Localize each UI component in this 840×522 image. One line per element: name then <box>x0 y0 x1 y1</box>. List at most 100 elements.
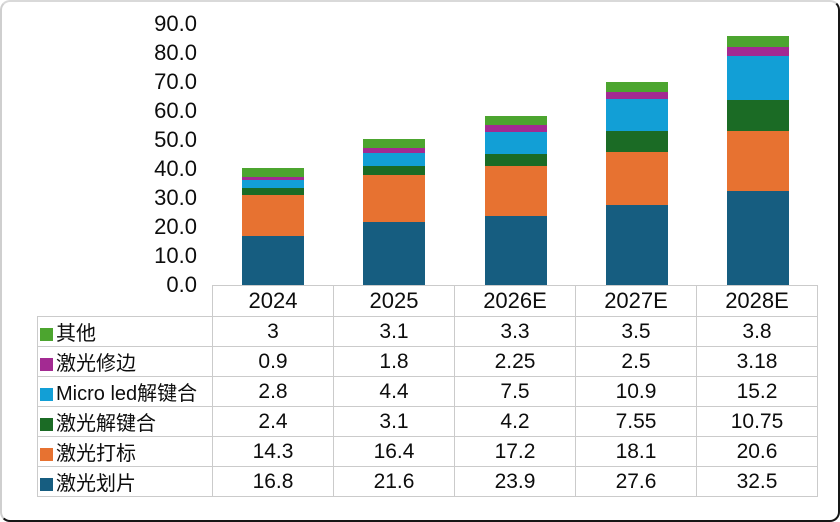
bar-segment-激光解键合 <box>241 187 304 195</box>
bar-segment-激光解键合 <box>727 99 790 132</box>
y-axis-tick-label: 60.0 <box>154 98 197 123</box>
bar-segment-Micro led解键合 <box>605 99 668 131</box>
legend-swatch-icon <box>40 328 53 341</box>
series-label: 激光划片 <box>56 473 136 495</box>
legend-swatch-icon <box>40 478 53 491</box>
y-axis-tick-label: 20.0 <box>154 214 197 239</box>
bar-segment-Micro led解键合 <box>241 179 304 188</box>
value-cell: 4.2 <box>454 406 576 437</box>
value-cell: 17.2 <box>454 436 576 467</box>
bar-segment-激光划片 <box>241 236 304 285</box>
bar-segment-激光解键合 <box>484 153 547 166</box>
table-header-row: 2024 2025 2026E 2027E 2028E <box>38 285 818 317</box>
bar-segment-激光打标 <box>727 131 790 191</box>
table-body: 其他 3 3.1 3.3 3.5 3.8 激光修边 0.9 1.8 2.25 2.5 3.18 Micr… <box>37 316 818 497</box>
bar-segment-其他 <box>605 81 668 92</box>
value-cell: 3 <box>212 316 334 347</box>
bar-segment-激光打标 <box>605 152 668 205</box>
value-cell: 27.6 <box>575 466 697 497</box>
year-header-cell: 2028E <box>696 285 818 317</box>
bar-segment-Micro led解键合 <box>484 131 547 154</box>
year-header-cell: 2027E <box>575 285 697 317</box>
bar-segment-激光打标 <box>241 194 304 237</box>
legend-swatch-icon <box>40 448 53 461</box>
bar-segment-激光解键合 <box>605 130 668 153</box>
bar-segment-激光修边 <box>727 46 790 56</box>
legend-swatch-icon <box>40 388 53 401</box>
series-label-cell: Micro led解键合 <box>37 376 213 407</box>
year-header-cell: 2024 <box>212 285 334 317</box>
y-axis-tick-label: 40.0 <box>154 156 197 181</box>
y-axis-tick-label: 30.0 <box>154 185 197 210</box>
y-axis-tick-label: 10.0 <box>154 243 197 268</box>
y-axis-tick-label: 70.0 <box>154 69 197 94</box>
y-axis: 0.0 10.0 20.0 30.0 40.0 50.0 60.0 70.0 80.0 90.0 <box>2 2 197 297</box>
bar-2028E <box>727 35 790 285</box>
value-cell: 3.1 <box>333 406 455 437</box>
value-cell: 7.55 <box>575 406 697 437</box>
value-cell: 20.6 <box>696 436 818 467</box>
bar-2024 <box>241 168 304 285</box>
y-axis-tick-label: 50.0 <box>154 127 197 152</box>
value-cell: 21.6 <box>333 466 455 497</box>
bar-segment-其他 <box>363 138 426 148</box>
table-row: 激光修边 0.9 1.8 2.25 2.5 3.18 <box>37 346 818 377</box>
series-label: 激光解键合 <box>56 413 156 435</box>
value-cell: 23.9 <box>454 466 576 497</box>
bar-segment-其他 <box>484 115 547 126</box>
legend-swatch-icon <box>40 418 53 431</box>
bar-2027E <box>605 81 668 285</box>
bar-segment-其他 <box>727 35 790 47</box>
table-row: 激光打标 14.3 16.4 17.2 18.1 20.6 <box>37 436 818 467</box>
series-label: Micro led解键合 <box>56 383 198 405</box>
series-label: 激光修边 <box>56 353 136 375</box>
bar-segment-激光解键合 <box>363 165 426 175</box>
value-cell: 3.3 <box>454 316 576 347</box>
table-row: 其他 3 3.1 3.3 3.5 3.8 <box>37 316 818 347</box>
value-cell: 4.4 <box>333 376 455 407</box>
table-row: Micro led解键合 2.8 4.4 7.5 10.9 15.2 <box>37 376 818 407</box>
value-cell: 14.3 <box>212 436 334 467</box>
value-cell: 3.1 <box>333 316 455 347</box>
bar-segment-激光修边 <box>605 91 668 99</box>
bar-segment-激光打标 <box>484 165 547 216</box>
value-cell: 1.8 <box>333 346 455 377</box>
bar-segment-Micro led解键合 <box>363 153 426 166</box>
value-cell: 2.8 <box>212 376 334 407</box>
series-label-cell: 激光打标 <box>37 436 213 467</box>
y-axis-tick-label: 0.0 <box>166 272 197 297</box>
value-cell: 10.75 <box>696 406 818 437</box>
bar-segment-激光修边 <box>241 177 304 180</box>
table-header: 2024 2025 2026E 2027E 2028E <box>38 285 818 317</box>
series-label: 其他 <box>56 323 96 345</box>
table-row: 激光解键合 2.4 3.1 4.2 7.55 10.75 <box>37 406 818 437</box>
value-cell: 0.9 <box>212 346 334 377</box>
bar-segment-激光划片 <box>605 204 668 285</box>
year-header-cell: 2025 <box>333 285 455 317</box>
series-label-cell: 激光划片 <box>37 466 213 497</box>
series-label-cell: 激光解键合 <box>37 406 213 437</box>
value-cell: 3.18 <box>696 346 818 377</box>
bar-segment-激光修边 <box>363 147 426 154</box>
series-label: 激光打标 <box>56 443 136 465</box>
year-header-cell: 2026E <box>454 285 576 317</box>
bar-segment-激光打标 <box>363 174 426 223</box>
value-cell: 16.4 <box>333 436 455 467</box>
series-label-cell: 其他 <box>37 316 213 347</box>
value-cell: 3.5 <box>575 316 697 347</box>
bar-segment-激光划片 <box>727 190 790 285</box>
bar-segment-Micro led解键合 <box>727 55 790 100</box>
table-row: 激光划片 16.8 21.6 23.9 27.6 32.5 <box>37 466 818 497</box>
value-cell: 18.1 <box>575 436 697 467</box>
bar-2026E <box>484 115 547 285</box>
y-axis-tick-label: 90.0 <box>154 11 197 36</box>
value-cell: 15.2 <box>696 376 818 407</box>
bar-segment-激光修边 <box>484 125 547 132</box>
bar-segment-激光划片 <box>484 215 547 285</box>
table-corner-cell <box>38 286 213 317</box>
bar-2025 <box>363 138 426 285</box>
series-label-cell: 激光修边 <box>37 346 213 377</box>
legend-swatch-icon <box>40 358 53 371</box>
value-cell: 10.9 <box>575 376 697 407</box>
